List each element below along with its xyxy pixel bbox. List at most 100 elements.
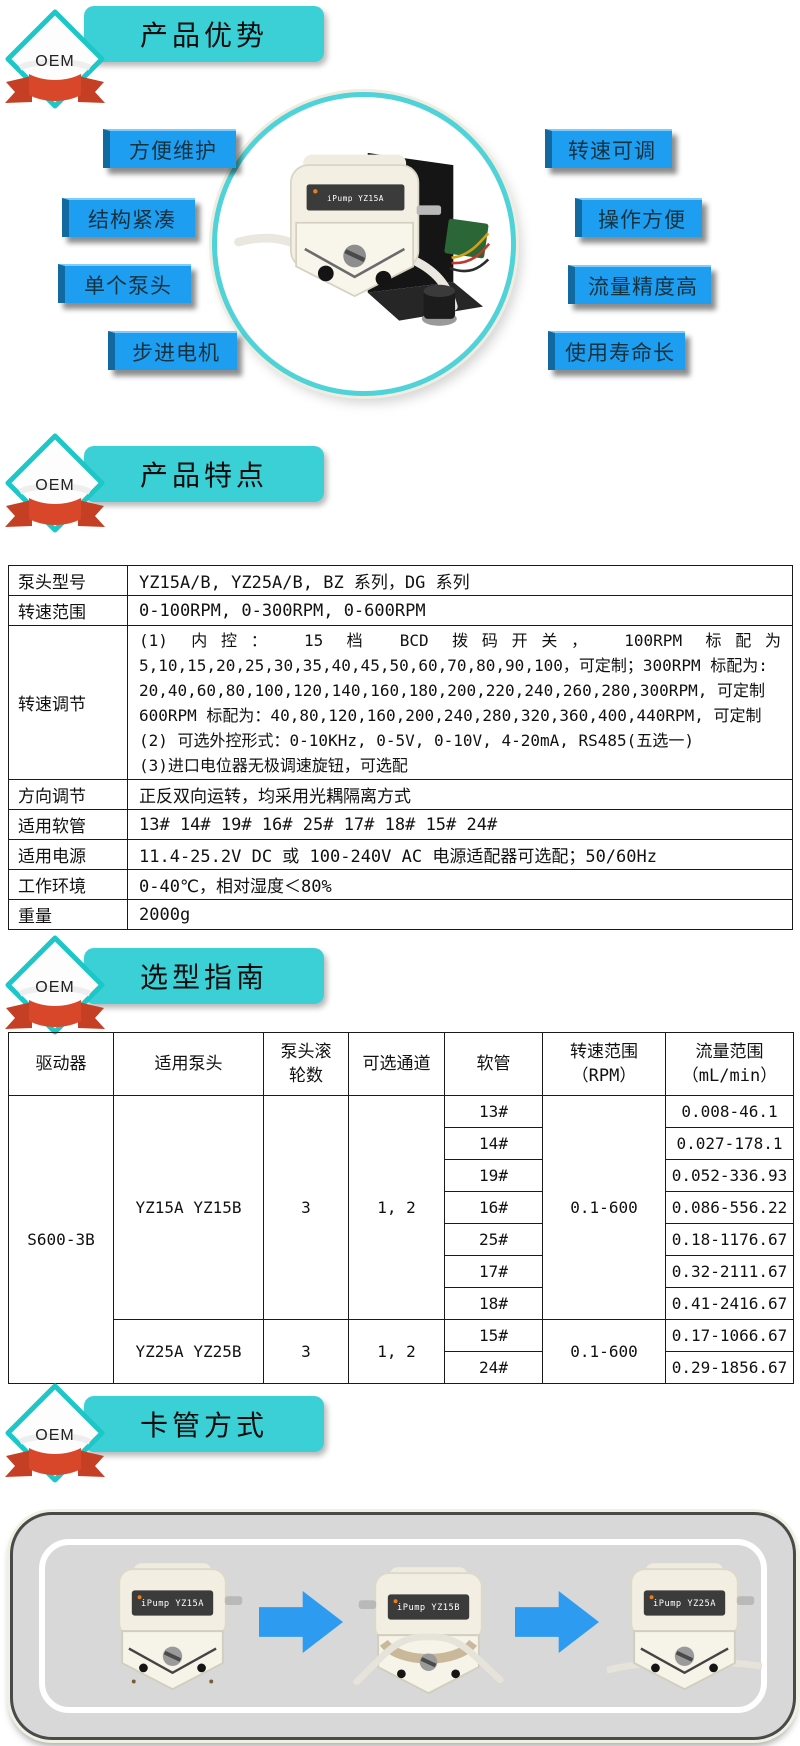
section-title: 产品特点	[139, 460, 268, 491]
selection-table-row: 24# 0.29-1856.67	[9, 1351, 794, 1384]
flow-range-cell: 0.41-2416.67	[665, 1287, 794, 1320]
pcb-board	[444, 218, 489, 259]
selection-table-row: 18# 0.41-2416.67	[9, 1287, 794, 1320]
selection-table-row: 25# 0.18-1176.67	[9, 1223, 794, 1256]
feature-row-value: YZ15A/B, YZ25A/B, BZ 系列，DG 系列	[127, 565, 793, 596]
section-title: 产品优势	[139, 20, 268, 51]
drive-shaft	[224, 1596, 243, 1605]
pump-label: iPump YZ25A	[653, 1599, 716, 1609]
section-header-clamping: 卡管方式 OEM	[0, 1378, 800, 1488]
feature-table-row: 适用电源 11.4-25.2V DC 或 100-240V AC 电源适配器可选配…	[8, 839, 793, 870]
oem-badge-text: OEM	[35, 979, 74, 996]
feature-line: (1) 内控： 15 档 BCD 拨码开关， 100RPM 标配为	[139, 630, 781, 650]
drive-shaft	[416, 205, 442, 215]
tube-cell: 16#	[444, 1191, 543, 1224]
feature-table-row: 方向调节 正反双向运转，均采用光耦隔离方式	[8, 779, 793, 810]
tube-cell: 13#	[444, 1095, 543, 1128]
selection-column-header: 适用泵头	[113, 1032, 264, 1096]
pump-label-plate	[306, 184, 405, 211]
selection-column-header: 驱动器	[8, 1032, 114, 1096]
feature-table-row: 泵头型号 YZ15A/B, YZ25A/B, BZ 系列，DG 系列	[8, 565, 793, 596]
feature-row-label: 转速范围	[8, 595, 128, 626]
flow-range-cell: 0.32-2111.67	[665, 1255, 794, 1288]
advantage-label-left-2: 单个泵头	[58, 264, 191, 303]
oem-badge: OEM	[5, 1383, 105, 1483]
drive-shaft	[736, 1596, 755, 1605]
selection-column-header: 可选通道	[348, 1032, 445, 1096]
pump-head-step-1: iPump YZ15A	[118, 1563, 243, 1691]
feature-row-value: 11.4-25.2V DC 或 100-240V AC 电源适配器可选配；50/…	[127, 839, 793, 870]
section-title-bar: 选型指南	[84, 948, 324, 1004]
rpm-range-cell: 0.1-600	[542, 1095, 666, 1320]
rollers-cell: 3	[263, 1319, 349, 1384]
flow-range-cell: 0.027-178.1	[665, 1127, 794, 1160]
channels-cell: 1, 2	[348, 1095, 445, 1320]
hero-pump-label: iPump YZ15A	[327, 194, 384, 203]
features-table: 泵头型号 YZ15A/B, YZ25A/B, BZ 系列，DG 系列 转速范围 0-1…	[8, 565, 793, 930]
feature-table-row: 重量 2000g	[8, 899, 793, 930]
feature-row-value: 0-100RPM, 0-300RPM, 0-600RPM	[127, 595, 793, 626]
feature-table-row: 工作环境 0-40℃，相对湿度＜80%	[8, 869, 793, 900]
flow-range-cell: 0.086-556.22	[665, 1191, 794, 1224]
wire-black	[449, 258, 490, 273]
feature-row-value: 2000g	[127, 899, 793, 930]
tube-cell: 25#	[444, 1223, 543, 1256]
pump-label: iPump YZ15A	[141, 1599, 204, 1609]
tube-cell: 14#	[444, 1127, 543, 1160]
rpm-range-cell: 0.1-600	[542, 1319, 666, 1384]
advantage-label-right-3: 使用寿命长	[548, 331, 685, 370]
selection-table-row: 16# 0.086-556.22	[9, 1191, 794, 1224]
clamping-panel: iPump YZ15A iPump YZ15B	[10, 1512, 796, 1740]
selection-column-header: 转速范围 （RPM）	[542, 1032, 666, 1096]
selection-table-row: 14# 0.027-178.1	[9, 1127, 794, 1160]
section-title: 选型指南	[139, 962, 268, 993]
tube-cell: 18#	[444, 1287, 543, 1320]
oem-badge: OEM	[5, 433, 105, 533]
rollers-cell: 3	[263, 1095, 349, 1320]
section-header-advantages: 产品优势 OEM	[0, 6, 800, 116]
speed-knob	[423, 290, 456, 319]
wire-yellow	[451, 232, 490, 260]
feature-row-label: 方向调节	[8, 779, 128, 810]
ribbon-left	[5, 76, 32, 103]
tube-cell: 17#	[444, 1255, 543, 1288]
wire-red	[451, 242, 491, 265]
flow-range-cell: 0.052-336.93	[665, 1159, 794, 1192]
advantage-label-left-3: 步进电机	[108, 331, 237, 370]
tube-cell: 24#	[444, 1351, 543, 1384]
advantage-label-right-2: 流量精度高	[568, 265, 711, 304]
feature-table-row: 转速调节 (1) 内控： 15 档 BCD 拨码开关， 100RPM 标配为 5,1…	[8, 625, 793, 780]
section-title-bar: 产品优势	[84, 6, 324, 62]
feature-row-value: 正反双向运转，均采用光耦隔离方式	[127, 779, 793, 810]
section-title-bar: 产品特点	[84, 446, 324, 502]
feature-row-label: 泵头型号	[8, 565, 128, 596]
selection-guide-table: 驱动器 适用泵头 泵头滚 轮数 可选通道 软管 转速范围 （RPM） 流量范围 （mL/mi…	[8, 1032, 794, 1384]
tube-cell: 19#	[444, 1159, 543, 1192]
section-title: 卡管方式	[139, 1410, 268, 1441]
feature-row-value: (1) 内控： 15 档 BCD 拨码开关， 100RPM 标配为 5,10,15…	[127, 625, 793, 780]
selection-column-header: 泵头滚 轮数	[263, 1032, 349, 1096]
feature-row-value: 0-40℃，相对湿度＜80%	[127, 869, 793, 900]
pump-head-step-3: iPump YZ25A	[607, 1563, 762, 1691]
hero-product-image: iPump YZ15A	[212, 92, 516, 396]
oem-badge: OEM	[5, 935, 105, 1035]
flow-range-cell: 0.17-1066.67	[665, 1319, 794, 1352]
section-header-features: 产品特点 OEM	[0, 424, 800, 534]
selection-column-header: 软管	[444, 1032, 543, 1096]
pump-head-step-2: iPump YZ15B	[353, 1567, 504, 1695]
feature-row-label: 适用软管	[8, 809, 128, 840]
ribbon-right	[78, 76, 105, 103]
feature-line: (2) 可选外控形式：0-10KHz, 0-5V, 0-10V, 4-20mA,…	[139, 730, 694, 750]
feature-row-label: 工作环境	[8, 869, 128, 900]
feature-line: 600RPM 标配为：40,80,120,160,200,240,280,320…	[139, 705, 762, 725]
selection-column-header: 流量范围 （mL/min）	[665, 1032, 794, 1096]
feature-row-label: 重量	[8, 899, 128, 930]
oem-badge-text: OEM	[35, 477, 74, 494]
feature-row-label: 适用电源	[8, 839, 128, 870]
advantage-label-left-0: 方便维护	[103, 129, 236, 168]
oem-badge-text: OEM	[35, 1427, 74, 1444]
peristaltic-pump-photo: iPump YZ15A	[234, 152, 491, 326]
oem-badge-text: OEM	[35, 53, 74, 70]
advantage-label-right-0: 转速可调	[545, 129, 672, 168]
